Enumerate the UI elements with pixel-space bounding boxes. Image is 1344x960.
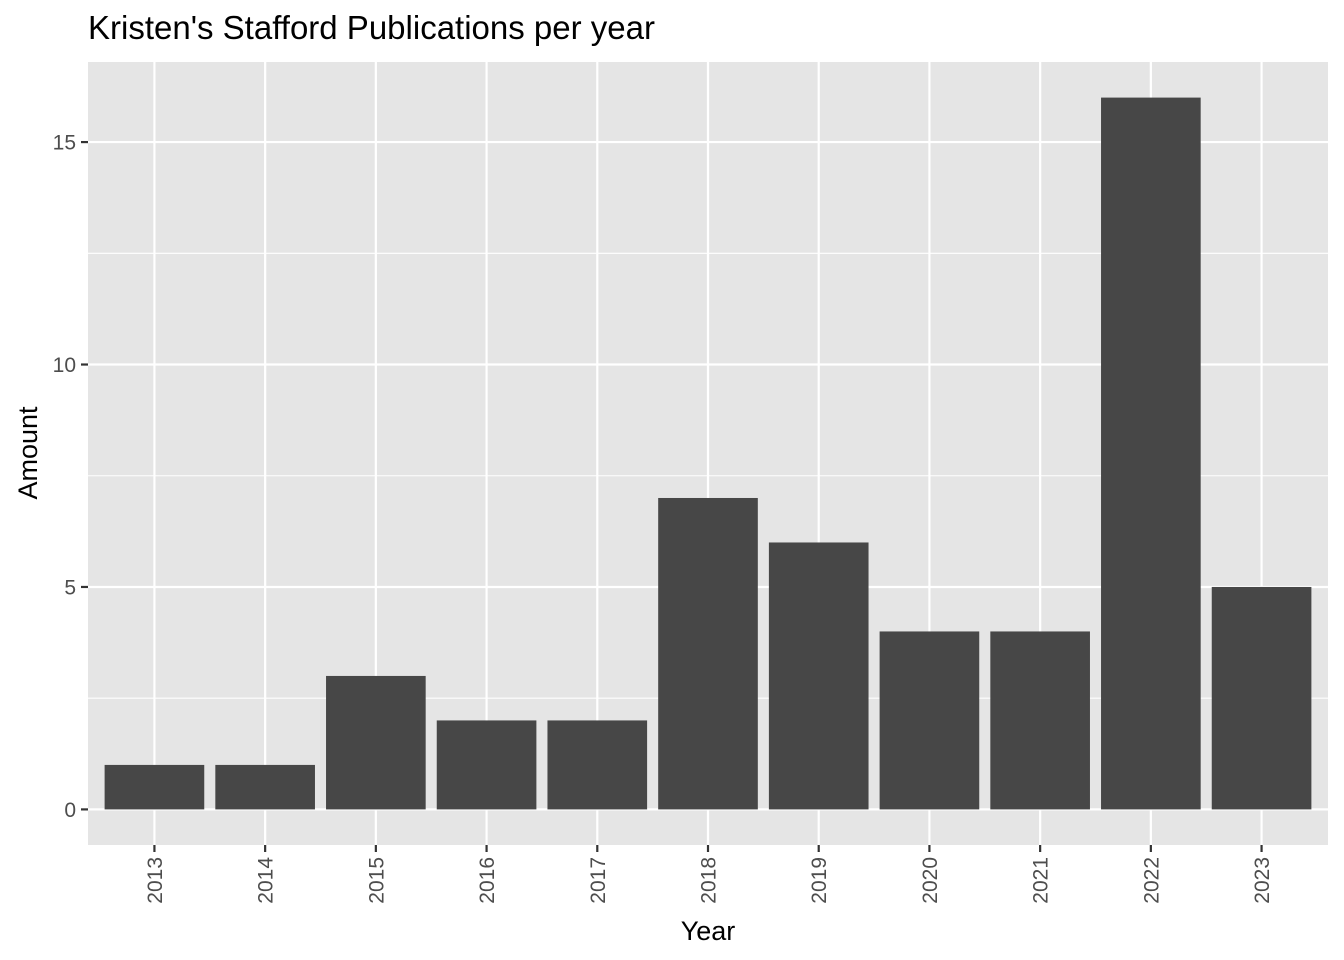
x-tick-label: 2016 bbox=[476, 857, 499, 904]
x-tick-label: 2022 bbox=[1140, 857, 1163, 904]
x-tick-label: 2019 bbox=[808, 857, 831, 904]
bar-2017 bbox=[547, 720, 648, 810]
y-tick-label: 15 bbox=[53, 132, 76, 155]
x-tick-label: 2013 bbox=[144, 857, 167, 904]
bar-2020 bbox=[879, 631, 980, 810]
x-axis-title: Year bbox=[681, 916, 736, 946]
x-tick-label: 2015 bbox=[365, 857, 388, 904]
y-tick-label: 10 bbox=[53, 354, 76, 377]
y-axis-title: Amount bbox=[13, 406, 43, 500]
bar-2023 bbox=[1211, 586, 1312, 810]
chart-title: Kristen's Stafford Publications per year bbox=[88, 9, 655, 46]
x-tick-label: 2017 bbox=[587, 857, 610, 904]
bar-2021 bbox=[990, 631, 1090, 810]
bar-2013 bbox=[104, 764, 205, 810]
x-tick-label: 2018 bbox=[698, 857, 721, 904]
x-tick-label: 2020 bbox=[919, 857, 942, 904]
y-tick-label: 5 bbox=[64, 576, 76, 599]
bar-2015 bbox=[326, 675, 426, 810]
x-tick-label: 2021 bbox=[1030, 857, 1053, 904]
y-axis: 0 5 10 15 bbox=[53, 132, 88, 822]
bar-2018 bbox=[658, 497, 758, 810]
bar-2016 bbox=[436, 720, 537, 810]
bar-2014 bbox=[215, 764, 315, 810]
bar-2019 bbox=[768, 542, 869, 810]
bar-2022 bbox=[1101, 97, 1201, 810]
x-axis: 2013 2014 2015 2016 2017 2018 2019 2020 2021 2022… bbox=[144, 845, 1274, 904]
x-tick-label: 2023 bbox=[1251, 857, 1274, 904]
x-tick-label: 2014 bbox=[255, 857, 278, 904]
y-tick-label: 0 bbox=[64, 799, 76, 822]
bars bbox=[104, 97, 1312, 810]
